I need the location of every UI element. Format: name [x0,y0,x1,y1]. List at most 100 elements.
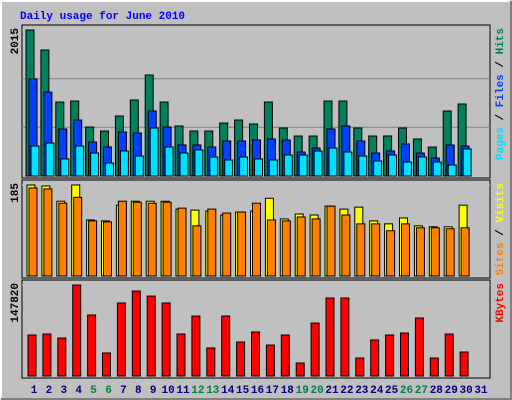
bar [358,155,368,177]
bar [401,223,410,277]
bar [445,228,455,277]
bar [30,145,40,177]
bar [73,196,83,277]
bar [400,332,409,377]
bar [429,357,439,377]
bar [444,333,454,377]
bar [72,284,82,377]
bar [447,164,457,177]
bar [325,297,335,377]
bar [206,347,216,377]
bar [326,205,336,277]
bar [281,220,291,277]
x-tick-label: 10 [161,385,174,397]
x-tick-label: 25 [385,385,399,397]
legend-entry: Visits [495,183,507,223]
bar [103,221,112,277]
bar [371,223,381,277]
bar [355,357,365,377]
bar [134,155,144,177]
bar [414,317,424,377]
bar [311,218,321,277]
bar [386,230,396,277]
x-tick-label: 2 [46,385,53,397]
legend-entry: Pages [495,127,507,160]
x-tick-label: 24 [370,385,384,397]
x-tick-label: 27 [415,385,428,397]
bar [295,362,305,377]
chart-title: Daily usage for June 2010 [20,11,185,23]
bar [459,351,469,377]
bar [221,315,231,377]
bar [164,146,174,177]
bar [254,158,263,177]
x-tick-label: 3 [60,385,67,397]
bar [179,152,189,177]
bar [328,147,338,177]
bar [462,148,472,177]
bar [149,127,159,177]
x-tick-label: 31 [474,385,488,397]
bar [207,208,217,277]
bar [283,154,293,177]
legend-separator: / [495,54,507,74]
bar [430,227,440,277]
bar [403,161,412,177]
x-tick-label: 29 [445,385,458,397]
bar [42,333,52,377]
bar [388,154,398,177]
bar [28,187,38,277]
x-tick-label: 11 [176,385,190,397]
x-tick-label: 16 [251,385,264,397]
bar [370,339,380,377]
y-tick-label: 2015 [10,28,22,55]
bar [237,211,247,277]
bar [132,201,142,277]
legend: KBytes [495,283,507,323]
bar [27,334,37,377]
bar [313,150,323,177]
bar [266,219,276,277]
x-tick-label: 14 [221,385,235,397]
x-tick-label: 8 [135,385,142,397]
bar [191,315,201,377]
y-tick-label: 147820 [10,283,22,323]
bar [43,188,53,277]
bar [60,158,70,177]
bar [176,333,186,377]
bar [460,227,470,277]
bar [224,159,234,177]
bar [236,341,246,377]
x-tick-label: 4 [75,385,82,397]
bar [58,202,68,277]
x-tick-label: 13 [206,385,220,397]
x-tick-label: 23 [355,385,369,397]
bar [119,150,129,177]
legend-entry: Hits [495,28,507,54]
bar [116,302,126,377]
bar [432,161,442,177]
bar [57,337,67,377]
bar [162,201,172,277]
bar [356,223,366,277]
bar [298,154,308,177]
bar [415,227,425,277]
bar [105,162,114,177]
x-tick-label: 20 [310,385,323,397]
bar [417,156,427,177]
bar [45,142,55,177]
y-tick-label: 185 [10,183,22,203]
bar [239,156,249,177]
legend-separator: / [495,107,507,127]
bar [87,314,97,377]
x-tick-label: 15 [236,385,250,397]
bar [146,295,156,377]
bar [310,322,320,377]
bar [340,297,350,377]
legend-entry: Sites [495,242,507,275]
bar [341,214,351,277]
bar [343,151,353,177]
x-tick-label: 6 [105,385,112,397]
